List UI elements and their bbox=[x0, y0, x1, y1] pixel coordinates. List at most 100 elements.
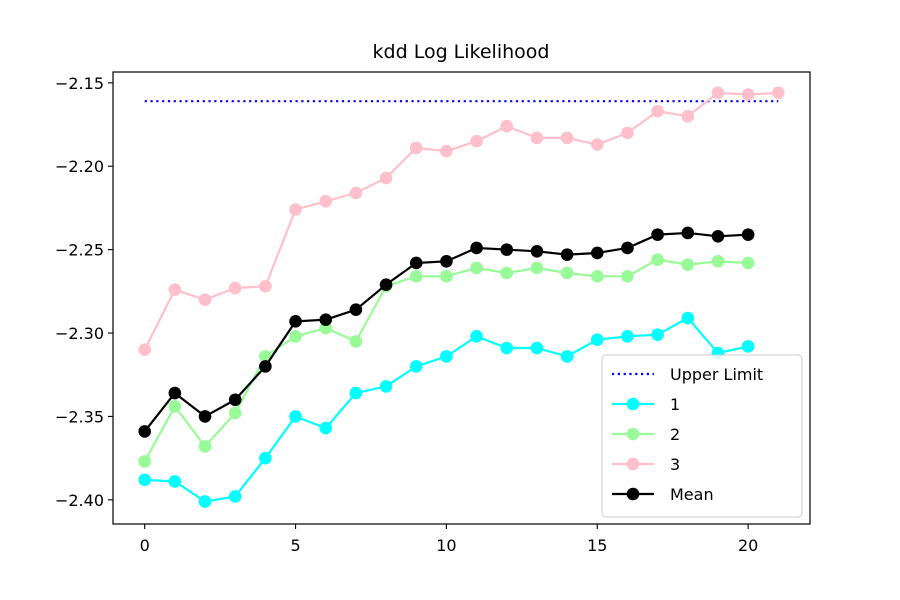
chart-title: kdd Log Likelihood bbox=[373, 41, 550, 63]
data-point-1 bbox=[681, 311, 695, 325]
data-point-3 bbox=[500, 119, 514, 133]
data-point-2 bbox=[530, 261, 544, 275]
data-point-1 bbox=[168, 475, 182, 488]
data-point-2 bbox=[138, 455, 151, 468]
data-point-3 bbox=[259, 280, 272, 293]
data-point-1 bbox=[500, 341, 514, 355]
data-point-3 bbox=[741, 88, 755, 101]
data-point-3 bbox=[772, 86, 785, 100]
legend-label: 1 bbox=[670, 395, 680, 414]
legend-label: Mean bbox=[670, 485, 714, 504]
data-point-1 bbox=[560, 350, 574, 363]
data-point-2 bbox=[470, 261, 483, 275]
data-point-3 bbox=[681, 109, 695, 123]
data-point-3 bbox=[379, 171, 393, 185]
y-tick-label: −2.20 bbox=[55, 157, 104, 176]
series-line-3 bbox=[143, 91, 779, 351]
data-point-1 bbox=[651, 328, 664, 341]
legend-label: Upper Limit bbox=[670, 365, 763, 384]
plot-area bbox=[138, 86, 785, 508]
data-point-3 bbox=[651, 104, 664, 118]
data-point-mean bbox=[470, 241, 483, 255]
data-point-3 bbox=[470, 134, 483, 148]
y-tick-label: −2.40 bbox=[55, 491, 104, 510]
series-mean bbox=[138, 226, 755, 438]
legend-item-1: 1 bbox=[612, 395, 680, 414]
series-1 bbox=[138, 311, 755, 508]
data-point-3 bbox=[409, 141, 423, 155]
data-point-1 bbox=[198, 495, 212, 508]
data-point-mean bbox=[621, 241, 634, 255]
data-point-2 bbox=[289, 330, 302, 343]
x-tick-label: 5 bbox=[290, 536, 300, 555]
data-point-mean bbox=[168, 386, 182, 400]
data-point-1 bbox=[379, 380, 393, 393]
series-2 bbox=[138, 253, 755, 468]
data-point-mean bbox=[409, 256, 423, 270]
data-point-2 bbox=[440, 270, 453, 283]
data-point-2 bbox=[500, 266, 514, 280]
data-point-1 bbox=[228, 490, 242, 503]
data-point-3 bbox=[319, 194, 333, 208]
legend-item-upper-limit: Upper Limit bbox=[612, 365, 763, 384]
y-tick-label: −2.30 bbox=[55, 324, 104, 343]
data-point-2 bbox=[590, 270, 604, 283]
legend-item-3: 3 bbox=[612, 455, 680, 474]
data-point-mean bbox=[560, 248, 574, 261]
data-point-mean bbox=[681, 226, 695, 240]
data-point-mean bbox=[138, 425, 151, 438]
data-point-1 bbox=[409, 360, 423, 373]
legend: Upper Limit 1 2 3 Mean bbox=[601, 354, 803, 518]
data-point-3 bbox=[228, 281, 242, 295]
y-tick-label: −2.35 bbox=[55, 407, 104, 426]
data-point-3 bbox=[289, 203, 302, 216]
y-tick-label: −2.25 bbox=[55, 241, 104, 260]
data-point-2 bbox=[168, 400, 182, 413]
data-point-2 bbox=[409, 270, 423, 283]
x-tick-label: 10 bbox=[436, 536, 456, 555]
data-point-3 bbox=[440, 144, 453, 158]
legend-item-mean: Mean bbox=[612, 485, 714, 504]
data-point-1 bbox=[530, 341, 544, 355]
x-tick-label: 15 bbox=[587, 536, 607, 555]
data-point-mean bbox=[259, 360, 272, 373]
data-point-1 bbox=[259, 451, 272, 465]
legend-label: 3 bbox=[670, 455, 680, 474]
data-point-2 bbox=[560, 266, 574, 280]
data-point-1 bbox=[289, 410, 302, 423]
data-point-1 bbox=[470, 330, 483, 343]
data-point-3 bbox=[560, 131, 574, 145]
data-point-2 bbox=[741, 256, 755, 270]
series-3 bbox=[138, 86, 785, 357]
x-tick-label: 20 bbox=[738, 536, 758, 555]
data-point-mean bbox=[590, 246, 604, 260]
data-point-3 bbox=[198, 293, 212, 306]
legend-label: 2 bbox=[670, 425, 680, 444]
data-point-1 bbox=[138, 473, 151, 487]
data-point-mean bbox=[651, 228, 664, 241]
data-point-mean bbox=[379, 278, 393, 291]
legend-box bbox=[601, 354, 803, 518]
data-point-2 bbox=[621, 270, 634, 283]
data-point-3 bbox=[349, 186, 363, 200]
data-point-3 bbox=[530, 131, 544, 145]
data-point-1 bbox=[440, 350, 453, 363]
data-point-mean bbox=[289, 315, 302, 328]
data-point-mean bbox=[319, 313, 333, 326]
data-point-mean bbox=[530, 244, 544, 258]
data-point-3 bbox=[711, 86, 725, 100]
data-point-mean bbox=[228, 393, 242, 407]
axes: 0 5 10 15 20 −2.40 −2.35 −2.30 −2.25 −2.20 −2.15 bbox=[55, 74, 758, 555]
data-point-mean bbox=[711, 229, 725, 243]
legend-marker bbox=[626, 457, 640, 471]
data-point-2 bbox=[198, 440, 212, 453]
plot-frame bbox=[112, 71, 811, 525]
data-point-mean bbox=[741, 228, 755, 241]
data-point-mean bbox=[500, 243, 514, 256]
legend-item-2: 2 bbox=[612, 425, 680, 444]
data-point-mean bbox=[440, 255, 453, 268]
data-point-mean bbox=[349, 303, 363, 316]
legend-marker bbox=[626, 397, 640, 411]
legend-marker bbox=[626, 487, 640, 501]
data-point-2 bbox=[228, 406, 242, 420]
